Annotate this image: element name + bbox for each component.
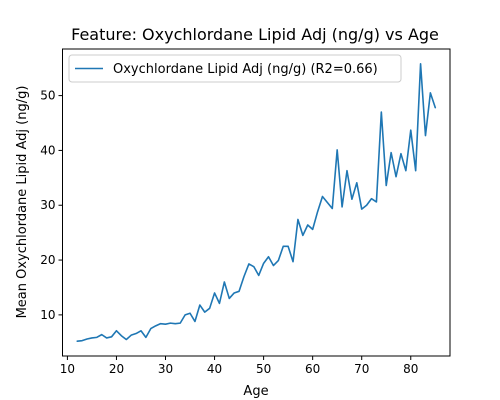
plot-area-frame (62, 48, 451, 357)
y-tick-label: 50 (40, 89, 55, 103)
x-tick-label: 80 (403, 362, 418, 376)
x-tick-label: 70 (354, 362, 369, 376)
y-tick-label: 10 (40, 308, 55, 322)
legend: Oxychlordane Lipid Adj (ng/g) (R2=0.66) (68, 54, 402, 83)
x-tick-label: 50 (256, 362, 271, 376)
series-line-0 (76, 62, 437, 343)
y-tick-label: 40 (40, 143, 55, 157)
y-tick-label: 30 (40, 198, 55, 212)
legend-entry-label: Oxychlordane Lipid Adj (ng/g) (R2=0.66) (113, 62, 378, 77)
x-tick-label: 40 (207, 362, 222, 376)
chart-title: Feature: Oxychlordane Lipid Adj (ng/g) v… (71, 25, 439, 44)
series-layer (76, 62, 437, 343)
x-tick-label: 10 (60, 362, 75, 376)
x-axis-label: Age (243, 384, 268, 399)
y-axis-label: Mean Oxychlordane Lipid Adj (ng/g) (15, 86, 30, 319)
x-tick-label: 20 (109, 362, 124, 376)
axis-ticks: 10 20 30 40 50 60 70 80 10 20 30 40 50 (40, 89, 418, 376)
x-tick-label: 60 (305, 362, 320, 376)
legend-box (68, 54, 402, 83)
y-tick-label: 20 (40, 253, 55, 267)
x-tick-label: 30 (158, 362, 173, 376)
